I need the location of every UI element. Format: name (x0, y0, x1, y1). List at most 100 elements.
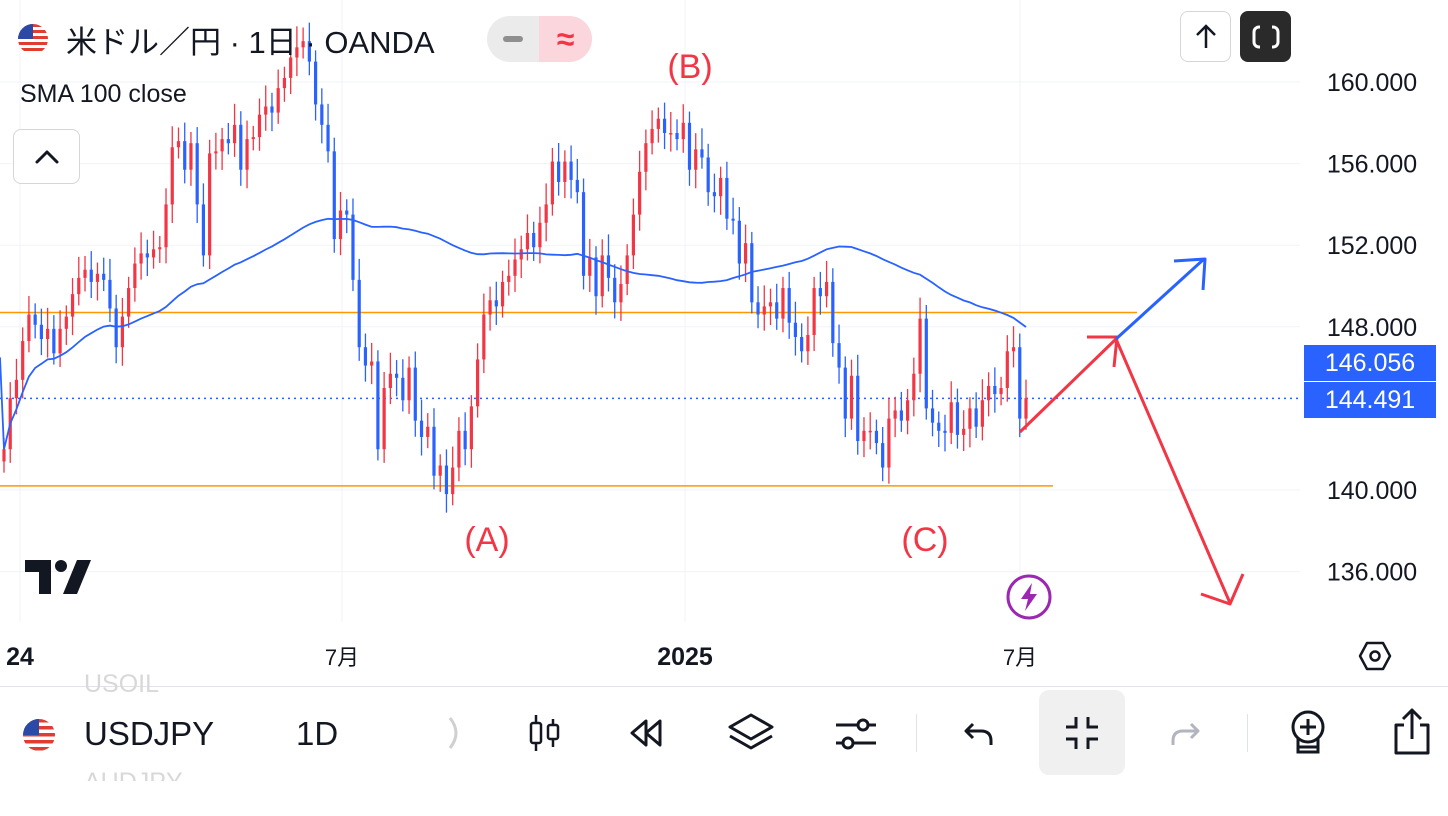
candlestick-series (2, 22, 1028, 513)
candle-body (102, 273, 106, 280)
candle-body (494, 300, 498, 307)
candle-body (394, 373, 399, 378)
candle-body (868, 430, 872, 433)
arrow-up-icon (1195, 23, 1216, 48)
candle-body (1024, 398, 1028, 419)
candle-body (824, 281, 829, 297)
candle-body (208, 153, 212, 256)
price-chart[interactable]: (A) (B) (C) 160.000 156.000 152.000 148.000 14… (0, 0, 1448, 686)
settings-hex-icon[interactable] (1358, 639, 1392, 678)
minus-toggle[interactable] (487, 16, 539, 62)
timeframe-selector[interactable]: 1D (296, 715, 339, 752)
wave-label: (A) (464, 521, 509, 559)
candle-body (949, 402, 953, 433)
candle-body (463, 430, 467, 450)
candle-body (700, 149, 704, 158)
candle-body (762, 306, 766, 315)
time-axis[interactable]: 24 7月 2025 7月 (6, 643, 1037, 671)
candle-body (569, 161, 573, 180)
candle-body (943, 430, 947, 433)
layers-icon[interactable] (724, 710, 778, 756)
flag-us-icon (18, 24, 48, 54)
candle-body (426, 426, 430, 437)
candle-body (588, 257, 592, 276)
candle-body (488, 300, 492, 315)
candle-body (451, 467, 455, 495)
candle-body (282, 77, 287, 89)
candle-body (793, 322, 798, 337)
scroll-top-button[interactable] (1180, 11, 1231, 62)
candle-body (930, 408, 935, 423)
candle-body (70, 294, 75, 317)
add-alert-icon[interactable] (1284, 708, 1332, 758)
wave-toggle[interactable]: ≈ (539, 16, 592, 62)
symbol-selector[interactable]: USDJPY (84, 715, 215, 752)
chart-style-toggle[interactable]: ≈ (487, 16, 592, 62)
candle-body (912, 373, 916, 401)
candle-body (127, 288, 131, 317)
candle-body (158, 247, 162, 250)
redo-icon[interactable] (1166, 714, 1208, 754)
candle-body (631, 214, 636, 256)
candle-body (295, 47, 299, 58)
projection-red-zigzag (1018, 336, 1232, 604)
collapse-legend-button[interactable] (13, 129, 80, 184)
candle-body (500, 281, 505, 307)
candle-body (806, 334, 810, 352)
candle-body (220, 139, 224, 152)
share-icon[interactable] (1388, 706, 1436, 758)
candle-body (837, 343, 841, 368)
candle-body (974, 408, 978, 427)
flag-us-icon (22, 718, 56, 752)
candle-body (21, 341, 25, 380)
candle-body (662, 118, 667, 133)
candle-body (332, 151, 336, 240)
candle-body (438, 465, 442, 476)
candle-body (239, 124, 243, 170)
price-axis[interactable]: 160.000 156.000 152.000 148.000 140.000 136.0… (1327, 69, 1417, 587)
indicator-legend[interactable]: SMA 100 close (20, 80, 187, 108)
candle-body (232, 124, 237, 144)
candle-body (694, 149, 698, 170)
candle-body (768, 302, 773, 307)
candle-body (893, 410, 897, 419)
candle-body (937, 422, 941, 431)
projection-blue-line (1114, 257, 1206, 341)
candle-body (644, 143, 648, 172)
candle-body (874, 430, 879, 444)
candle-body (831, 281, 835, 344)
candle-body (401, 377, 405, 401)
candle-body (712, 192, 717, 197)
candle-body (955, 402, 960, 435)
y-tick-label: 140.000 (1327, 477, 1417, 505)
candle-body (476, 359, 480, 407)
candle-body (525, 232, 530, 250)
candle-body (264, 106, 268, 115)
lightning-icon[interactable] (1006, 574, 1052, 620)
candle-body (413, 367, 417, 421)
tradingview-logo-icon[interactable] (25, 560, 91, 599)
symbol-title[interactable]: 米ドル／円 · 1日 · OANDA (66, 24, 435, 60)
candle-body (164, 204, 168, 248)
candle-body (987, 385, 991, 401)
collapse-button-bg[interactable] (1039, 690, 1125, 775)
y-tick-label: 156.000 (1327, 151, 1417, 179)
candle-body (862, 430, 866, 442)
candles-icon[interactable] (522, 710, 566, 756)
undo-icon[interactable] (956, 714, 998, 754)
candle-body (1005, 351, 1009, 388)
candle-body (58, 328, 62, 354)
replay-icon[interactable] (623, 712, 669, 754)
ghost-symbol-below: AUDJPY (84, 768, 183, 781)
candle-body (201, 204, 206, 256)
sliders-icon[interactable] (831, 712, 881, 756)
candle-body (675, 133, 679, 140)
candle-body (856, 375, 860, 442)
toolbar-separator (1247, 714, 1248, 752)
fullscreen-button[interactable] (1240, 11, 1291, 62)
candle-body (52, 328, 56, 354)
candle-body (382, 388, 386, 450)
collapse-icon[interactable] (1059, 710, 1105, 756)
sma-line (0, 217, 1027, 450)
candle-body (214, 151, 218, 154)
